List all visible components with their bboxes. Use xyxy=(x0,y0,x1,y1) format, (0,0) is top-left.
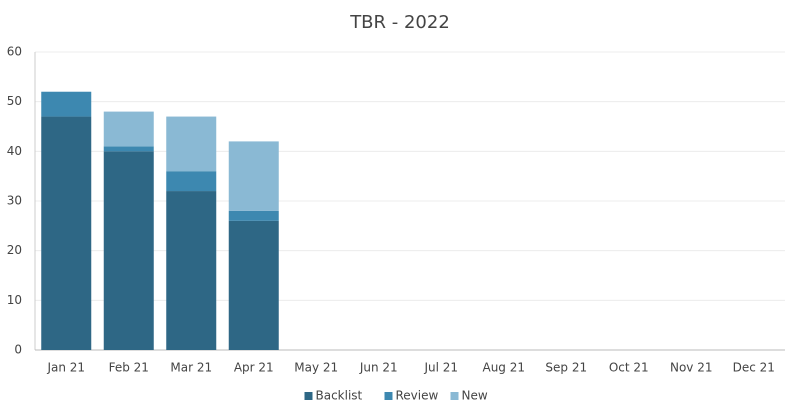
x-tick-label: Mar 21 xyxy=(170,361,212,375)
bar-segment xyxy=(228,220,279,350)
y-tick-label: 40 xyxy=(7,144,22,158)
legend-label: Backlist xyxy=(316,389,363,403)
x-tick-label: Feb 21 xyxy=(109,361,149,375)
y-tick-label: 10 xyxy=(7,293,22,307)
bar-segment xyxy=(103,111,154,147)
x-tick-label: Nov 21 xyxy=(670,361,713,375)
x-tick-label: Aug 21 xyxy=(482,361,525,375)
legend-swatch xyxy=(304,392,313,400)
x-tick-label: Jun 21 xyxy=(359,361,398,375)
y-tick-label: 50 xyxy=(7,94,22,108)
x-tick-label: Apr 21 xyxy=(234,361,274,375)
bar-segment xyxy=(166,116,217,172)
bar-segment xyxy=(41,91,92,117)
x-tick-label: Jul 21 xyxy=(423,361,458,375)
bar-segment xyxy=(228,210,279,221)
y-tick-label: 20 xyxy=(7,243,22,257)
bar-segment xyxy=(41,116,92,350)
chart-title: TBR - 2022 xyxy=(349,12,450,33)
x-tick-label: May 21 xyxy=(294,361,338,375)
y-tick-label: 30 xyxy=(7,194,22,208)
bar-segment xyxy=(103,151,154,350)
bar-segment xyxy=(166,171,217,192)
legend-swatch xyxy=(450,392,459,400)
x-tick-label: Jan 21 xyxy=(46,361,85,375)
y-tick-label: 0 xyxy=(14,343,22,357)
legend-label: New xyxy=(462,389,488,403)
x-tick-label: Sep 21 xyxy=(545,361,587,375)
bar-segment xyxy=(228,141,279,211)
legend-swatch xyxy=(384,392,393,400)
bar-segment xyxy=(103,146,154,152)
y-tick-label: 60 xyxy=(7,45,22,59)
x-tick-label: Oct 21 xyxy=(609,361,649,375)
legend-label: Review xyxy=(396,389,439,403)
bar-segment xyxy=(166,191,217,350)
x-tick-label: Dec 21 xyxy=(733,361,775,375)
